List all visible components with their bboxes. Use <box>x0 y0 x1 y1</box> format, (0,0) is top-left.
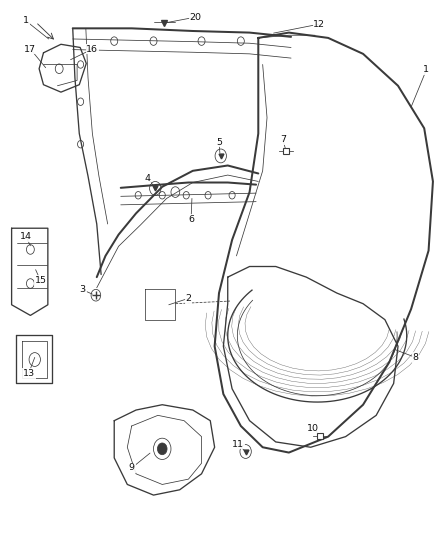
Text: 9: 9 <box>129 464 134 472</box>
Text: 13: 13 <box>23 369 35 378</box>
Text: 1: 1 <box>424 66 429 74</box>
Text: 11: 11 <box>232 440 244 449</box>
Text: 4: 4 <box>145 174 150 183</box>
Text: 3: 3 <box>80 285 86 294</box>
Text: 15: 15 <box>35 276 46 285</box>
Text: 12: 12 <box>314 20 325 29</box>
Text: 16: 16 <box>86 45 99 54</box>
Text: 10: 10 <box>307 424 319 433</box>
Text: 7: 7 <box>280 135 286 144</box>
Circle shape <box>157 443 167 455</box>
Text: 5: 5 <box>216 138 222 147</box>
Text: 20: 20 <box>189 13 201 22</box>
Text: 17: 17 <box>25 45 36 54</box>
Text: 14: 14 <box>20 232 32 241</box>
Text: 6: 6 <box>188 215 194 224</box>
Text: 8: 8 <box>413 353 418 362</box>
Text: 1: 1 <box>23 17 29 26</box>
Text: 2: 2 <box>185 294 191 303</box>
